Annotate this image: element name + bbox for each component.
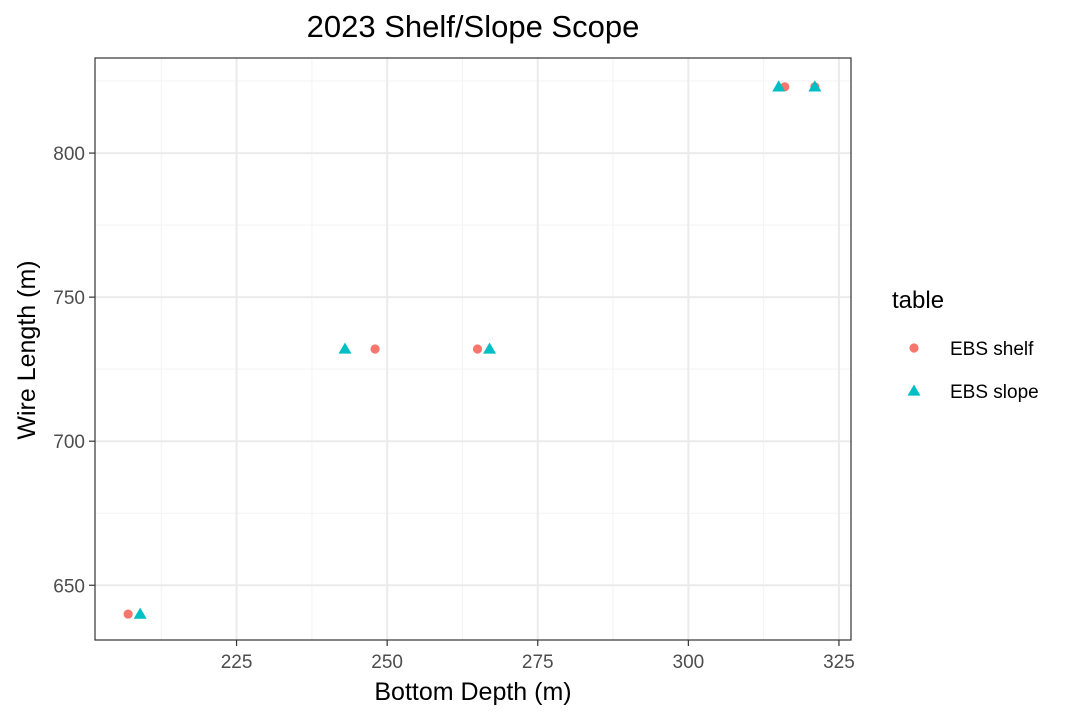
- legend-label-ebs-slope: EBS slope: [950, 382, 1039, 403]
- data-point-ebs-shelf: [370, 344, 380, 354]
- legend-title: table: [892, 287, 944, 314]
- legend-key-ebs-slope: [907, 384, 921, 396]
- data-point-ebs-shelf: [123, 609, 133, 619]
- y-axis-title: Wire Length (m): [13, 260, 41, 439]
- data-points: [123, 80, 822, 619]
- x-tick-label: 225: [221, 652, 253, 673]
- data-point-ebs-slope: [772, 80, 786, 92]
- legend-key-ebs-shelf: [909, 343, 919, 353]
- y-tick-label: 700: [53, 432, 85, 453]
- data-point-ebs-slope: [483, 342, 497, 354]
- data-point-ebs-slope: [338, 342, 352, 354]
- x-tick-label: 325: [823, 652, 855, 673]
- panel-border: [94, 57, 852, 641]
- data-point-ebs-shelf: [472, 344, 483, 354]
- chart-title: 2023 Shelf/Slope Scope: [307, 9, 640, 44]
- x-axis: 225 250 275 300 325: [221, 640, 855, 673]
- y-tick-label: 750: [53, 288, 85, 309]
- data-point-ebs-slope: [133, 607, 147, 619]
- y-axis: 650 700 750 800: [53, 144, 95, 597]
- y-tick-label: 650: [53, 576, 85, 597]
- x-tick-label: 275: [522, 652, 554, 673]
- legend-label-ebs-shelf: EBS shelf: [950, 339, 1034, 360]
- x-tick-label: 250: [371, 652, 403, 673]
- x-tick-label: 300: [673, 652, 705, 673]
- y-tick-label: 800: [53, 144, 85, 165]
- data-point-ebs-slope: [808, 80, 822, 92]
- legend: table EBS shelf EBS slope: [892, 287, 1039, 403]
- x-axis-title: Bottom Depth (m): [374, 678, 571, 706]
